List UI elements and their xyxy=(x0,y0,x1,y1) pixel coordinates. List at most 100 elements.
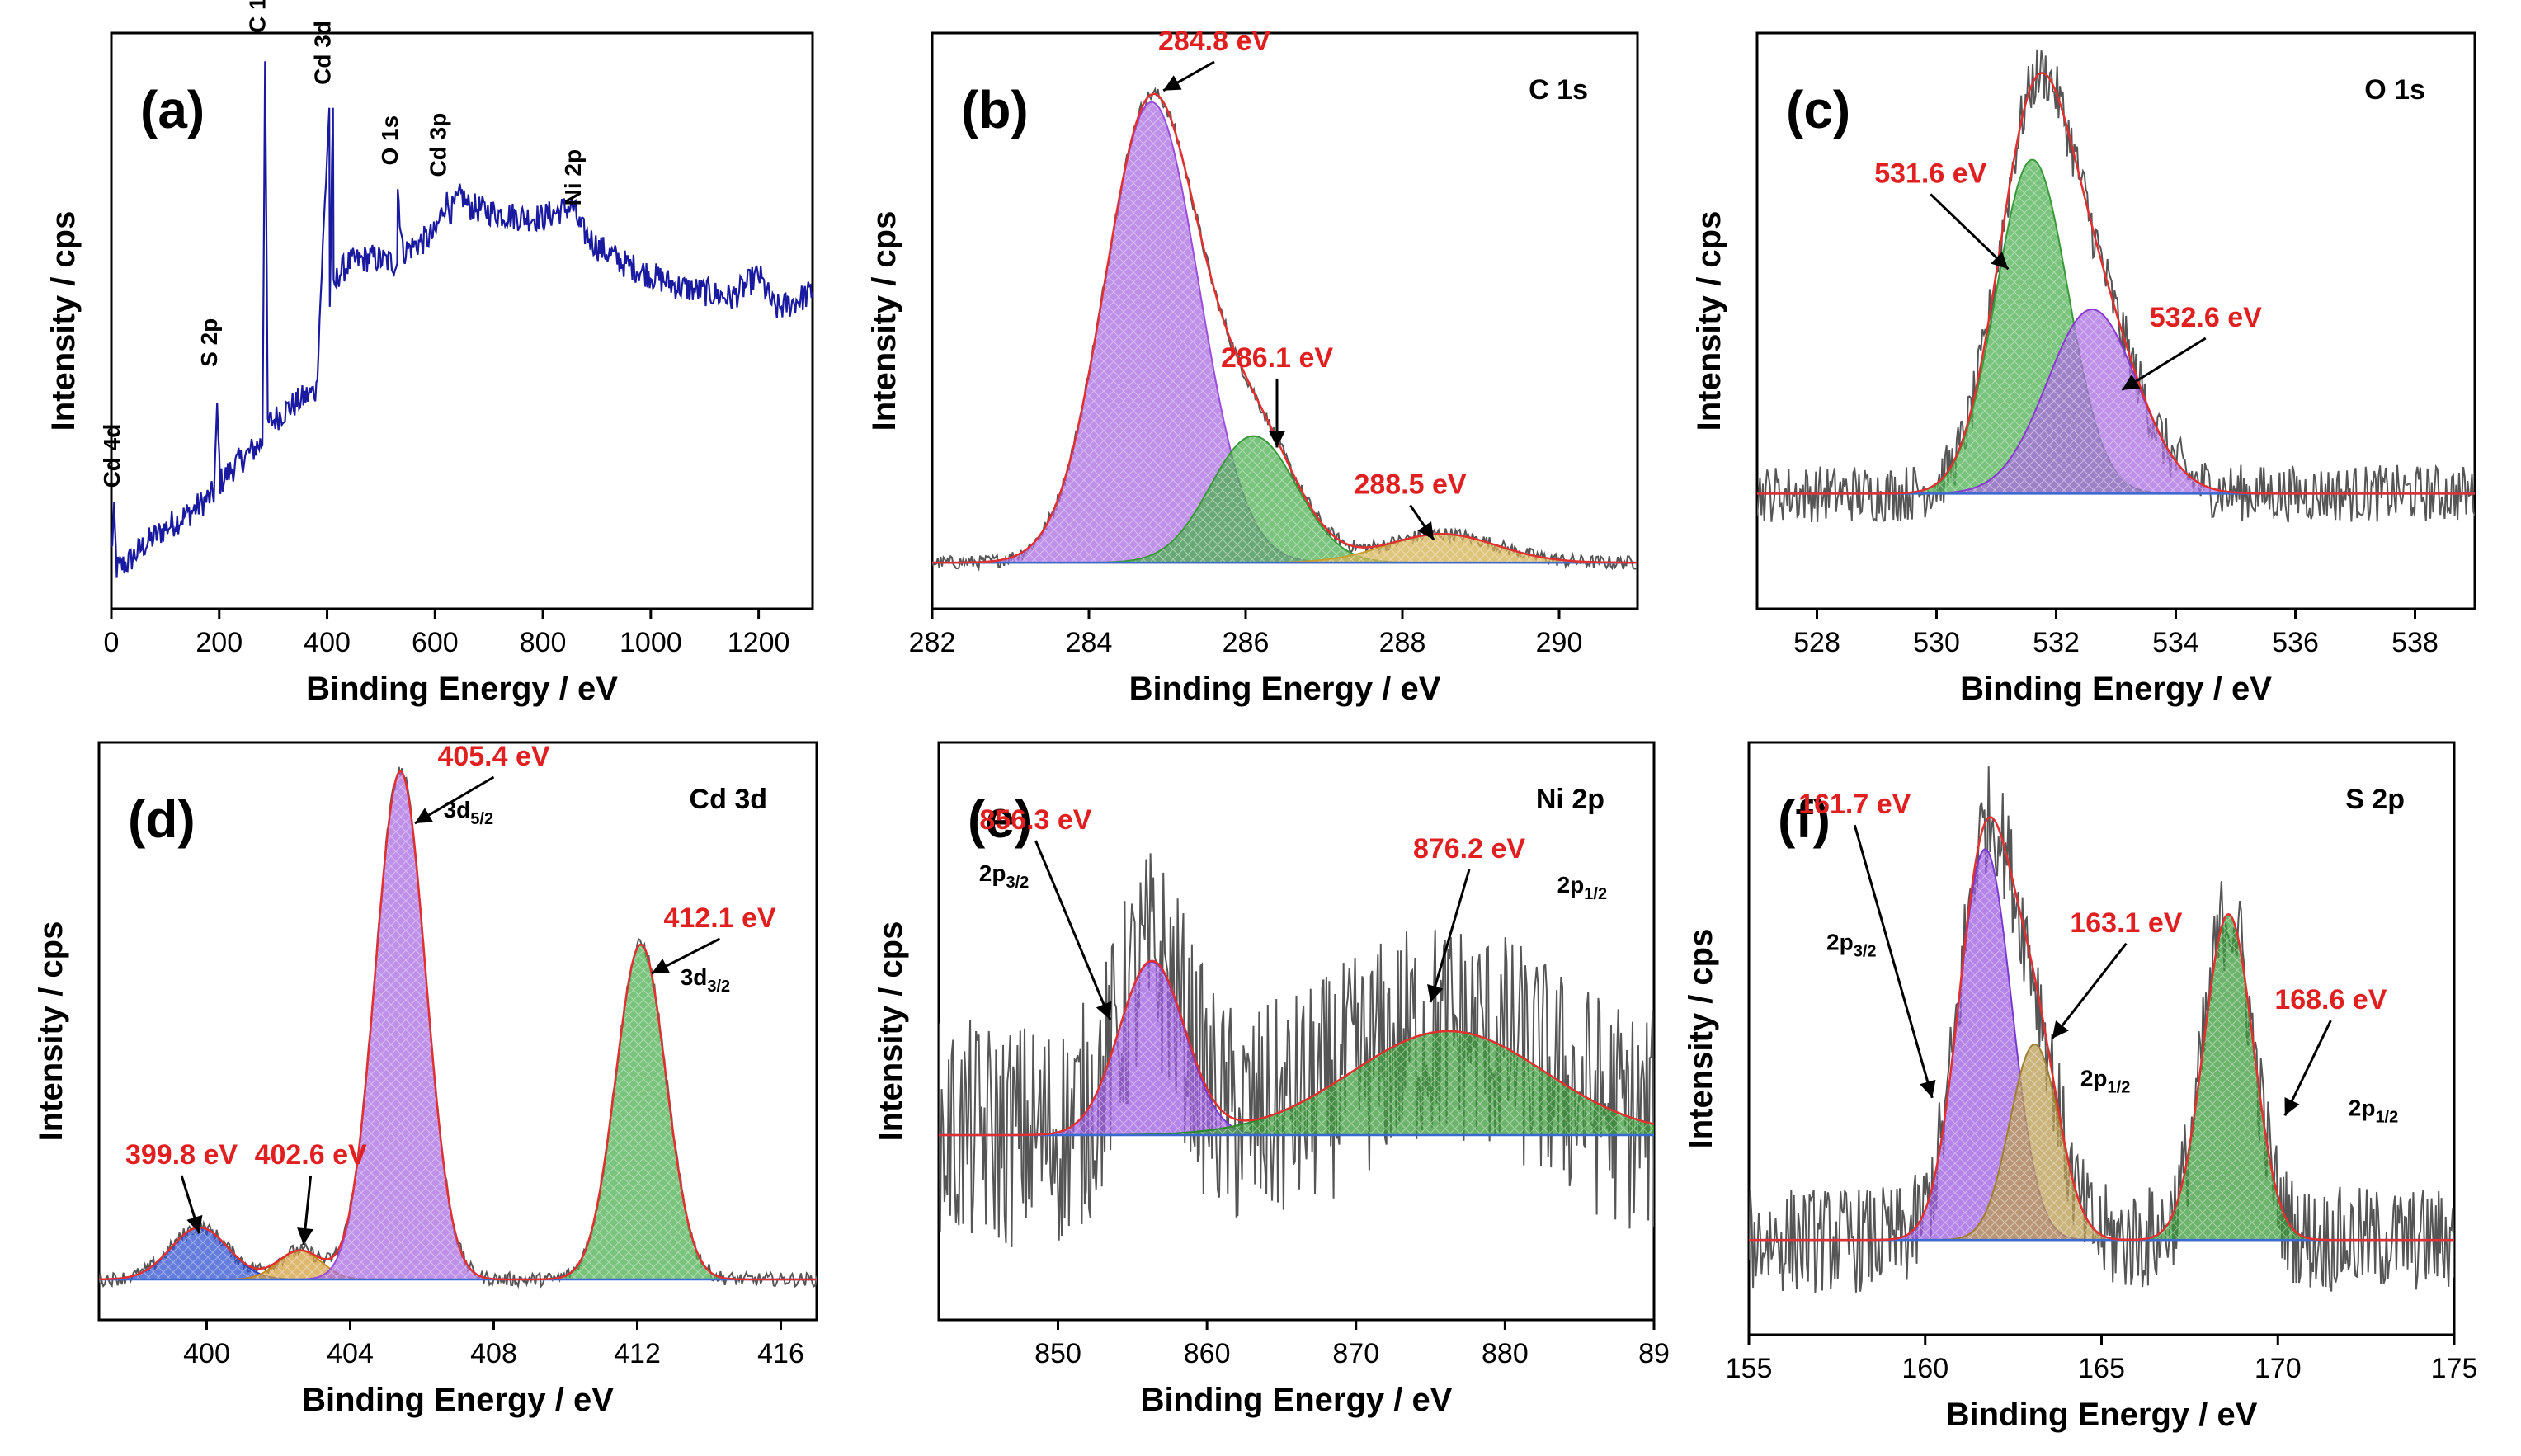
x-tick-label: 288 xyxy=(1379,627,1426,658)
annotation-arrow xyxy=(1034,840,1112,1020)
panel-label: (f) xyxy=(1778,789,1831,849)
peak-annotation: Cd 3p xyxy=(425,113,450,177)
plot-frame xyxy=(97,741,818,1322)
panel-title: C 1s xyxy=(1529,74,1588,106)
series-raw xyxy=(1749,766,2454,1293)
y-axis-label: Intensity / cps xyxy=(866,211,902,431)
y-axis-label: Intensity / cps xyxy=(1691,211,1727,431)
peak-annotation: Ni 2p xyxy=(560,149,586,205)
x-tick-label: 165 xyxy=(2078,1353,2125,1384)
panel-a: 0 200 400 600 800 1000 1200 Binding Energy / eV… xyxy=(45,0,814,707)
panel-c: 528 530 532 534 536 538 Binding Energy / eV Int… xyxy=(1691,31,2476,707)
x-tick-label: 528 xyxy=(1793,627,1840,658)
peak-label: 168.6 eV xyxy=(2274,984,2387,1015)
series-raw xyxy=(939,853,1654,1247)
plot-frame xyxy=(931,31,1639,610)
x-tick-label: 860 xyxy=(1184,1338,1231,1369)
orbital-label: 2p3/2 xyxy=(1826,929,1877,960)
x-tick-label: 870 xyxy=(1332,1338,1379,1369)
arrow-head xyxy=(1096,1001,1112,1020)
panel-label: (d) xyxy=(128,789,196,849)
arrow-head xyxy=(2122,374,2141,390)
peak-label: 161.7 eV xyxy=(1798,789,1911,820)
series-envelope xyxy=(99,770,817,1281)
x-tick-label: 416 xyxy=(757,1338,804,1369)
arrow-head xyxy=(297,1227,313,1245)
x-tick-label: 412 xyxy=(614,1338,661,1369)
peak-annotation: Cd 3d xyxy=(309,21,335,85)
x-tick-label: 532 xyxy=(2033,627,2080,658)
x-tick-label: 800 xyxy=(520,627,567,658)
annotation-arrow xyxy=(2051,942,2128,1039)
peak-label: 163.1 eV xyxy=(2070,907,2182,939)
plot-area xyxy=(99,766,817,1289)
x-tick-label: 1200 xyxy=(728,627,790,658)
arrow-head xyxy=(414,808,434,823)
y-axis-label: Intensity / cps xyxy=(45,211,82,431)
panel-b: 282 284 286 288 290 Binding Energy / eV Intens… xyxy=(866,26,1639,707)
x-tick-label: 400 xyxy=(304,627,351,658)
arrow-head xyxy=(1920,1079,1936,1098)
annotation-arrow xyxy=(1429,869,1471,1003)
x-tick-label: 290 xyxy=(1536,627,1583,658)
plot-frame xyxy=(110,31,814,610)
x-tick-label: 160 xyxy=(1901,1353,1948,1384)
arrow-head xyxy=(186,1214,203,1233)
series-envelope xyxy=(932,92,1637,564)
x-tick-label: 400 xyxy=(183,1338,230,1369)
peak-component xyxy=(1757,309,2475,495)
plot-area xyxy=(939,853,1654,1247)
x-tick-label: 404 xyxy=(327,1338,374,1369)
arrow-head xyxy=(651,959,671,973)
peak-label: 284.8 eV xyxy=(1158,26,1270,57)
peak-annotation: C 1s xyxy=(244,0,270,33)
y-axis-label: Intensity / cps xyxy=(873,921,909,1142)
peak-label: 876.2 eV xyxy=(1413,833,1525,865)
panel-title: S 2p xyxy=(2345,784,2405,815)
panel-f: 155 160 165 170 175 Binding Energy / eV Intens… xyxy=(1683,741,2478,1433)
x-axis-label: Binding Energy / eV xyxy=(306,671,618,707)
panel-d: 400 404 408 412 416 Binding Energy / eV Intens… xyxy=(33,741,818,1418)
peak-label: 531.6 eV xyxy=(1874,158,1986,189)
panel-label: (b) xyxy=(961,80,1029,139)
x-tick-label: 284 xyxy=(1066,627,1113,658)
series-raw xyxy=(1757,49,2475,523)
peak-label: 412.1 eV xyxy=(663,902,775,934)
x-axis-label: Binding Energy / eV xyxy=(1141,1382,1453,1418)
x-axis-label: Binding Energy / eV xyxy=(302,1382,614,1418)
panel-label: (c) xyxy=(1786,80,1850,139)
arrow-head xyxy=(1417,521,1434,540)
x-tick-label: 530 xyxy=(1913,627,1960,658)
orbital-label: 2p3/2 xyxy=(979,860,1030,892)
x-axis-label: Binding Energy / eV xyxy=(1946,1397,2258,1433)
plot-area xyxy=(1749,766,2454,1293)
orbital-label: 2p1/2 xyxy=(1557,872,1608,903)
x-axis-label: Binding Energy / eV xyxy=(1129,671,1441,707)
annotation-arrow xyxy=(1930,193,2010,271)
panel-label: (e) xyxy=(968,789,1032,849)
series-envelope xyxy=(939,959,1654,1137)
x-tick-label: 200 xyxy=(196,627,243,658)
x-tick-label: 0 xyxy=(104,627,120,658)
series-survey xyxy=(111,61,813,578)
panel-title: Ni 2p xyxy=(1536,784,1604,815)
orbital-label: 3d5/2 xyxy=(444,797,494,828)
x-tick-label: 155 xyxy=(1726,1353,1773,1384)
x-tick-label: 600 xyxy=(412,627,459,658)
x-tick-label: 538 xyxy=(2391,627,2439,658)
panel-title: O 1s xyxy=(2364,74,2425,106)
x-tick-label: 282 xyxy=(909,627,956,658)
orbital-label: 2p1/2 xyxy=(2349,1095,2399,1126)
peak-label: 402.6 eV xyxy=(255,1139,367,1171)
peak-annotation: Cd 4d xyxy=(99,424,125,488)
x-axis-label: Binding Energy / eV xyxy=(1960,671,2272,707)
orbital-label: 2p1/2 xyxy=(2080,1065,2131,1096)
arrow-head xyxy=(1427,983,1444,1002)
peak-label: 856.3 eV xyxy=(979,804,1091,836)
panel-title: Cd 3d xyxy=(690,784,767,815)
peak-annotation: O 1s xyxy=(377,115,403,166)
x-tick-label: 175 xyxy=(2431,1353,2478,1384)
x-tick-label: 170 xyxy=(2255,1353,2302,1384)
x-tick-label: 286 xyxy=(1223,627,1270,658)
